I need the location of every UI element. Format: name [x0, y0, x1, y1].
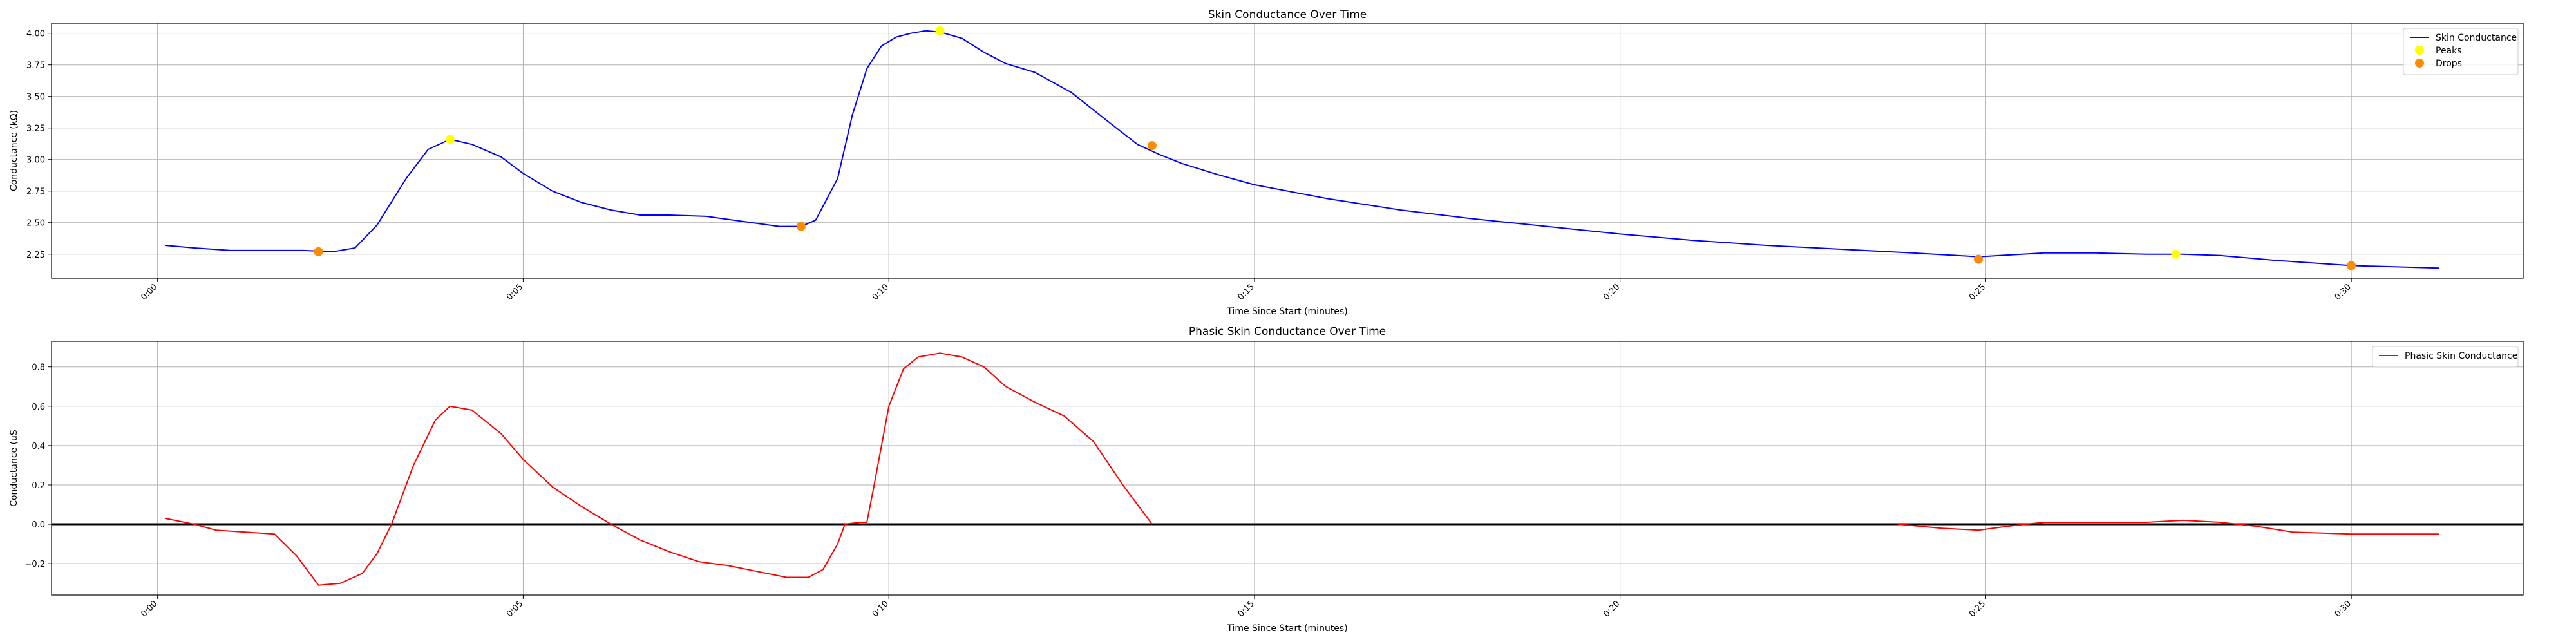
x-tick-label: 0:05	[505, 282, 525, 302]
data-point-drops	[2347, 261, 2356, 270]
y-tick-label: −0.2	[24, 560, 45, 569]
y-tick-label: 0.4	[32, 442, 45, 451]
y-tick-label: 2.75	[26, 187, 45, 197]
y-tick-label: 3.50	[26, 93, 45, 102]
x-tick-label: 0:20	[1602, 282, 1622, 302]
y-tick-label: 0.2	[32, 481, 45, 491]
y-tick-label: 3.25	[26, 124, 45, 134]
x-tick-label: 0:15	[1236, 282, 1256, 302]
legend: Skin Conductance Peaks Drops	[2403, 28, 2519, 75]
y-tick-label: 3.00	[26, 156, 45, 166]
legend-swatch-marker	[2415, 59, 2424, 68]
chart-panel-skin-conductance: 0:00 0:05 0:10 0:15 0:20 0:25 0:30 2.25 2.50 2.75…	[9, 8, 2524, 317]
x-axis-label: Time Since Start (minutes)	[1226, 623, 1347, 634]
y-axis-label: Conductance (uS	[9, 430, 19, 507]
y-tick-label: 3.75	[26, 61, 45, 71]
x-tick-label: 0:25	[1967, 282, 1987, 302]
y-tick-label: 0.6	[32, 402, 45, 412]
legend-label: Skin Conductance	[2436, 33, 2517, 43]
x-tick-label: 0:00	[139, 282, 159, 302]
y-tick-label: 2.50	[26, 219, 45, 229]
data-point-drops	[314, 247, 323, 256]
data-point-peaks	[2171, 249, 2181, 259]
y-tick-label: 2.25	[26, 251, 45, 260]
x-tick-label: 0:20	[1602, 599, 1622, 619]
series-line-skin-conductance	[164, 30, 2439, 269]
legend: Phasic Skin Conductance	[2372, 346, 2519, 368]
series-line-phasic-skin-conductance	[164, 352, 1153, 586]
chart-title: Phasic Skin Conductance Over Time	[1189, 325, 1386, 338]
data-point-peaks	[935, 26, 945, 35]
plot-frame	[51, 341, 2524, 596]
data-point-drops	[1147, 141, 1157, 151]
legend-box	[2372, 346, 2519, 368]
plot-frame	[51, 23, 2524, 279]
data-point-drops	[1974, 254, 1984, 264]
x-tick-label: 0:15	[1236, 599, 1256, 619]
x-tick-label: 0:10	[871, 599, 891, 619]
legend-label: Phasic Skin Conductance	[2405, 351, 2517, 361]
legend-label: Drops	[2436, 59, 2462, 69]
chart-title: Skin Conductance Over Time	[1208, 8, 1367, 21]
x-tick-label: 0:05	[505, 599, 525, 619]
data-point-peaks	[445, 135, 455, 144]
x-tick-label: 0:25	[1967, 599, 1987, 619]
legend-box	[2403, 28, 2519, 75]
legend-swatch-marker	[2415, 46, 2424, 55]
data-point-drops	[796, 222, 806, 231]
y-tick-label: 0.8	[32, 363, 45, 373]
x-tick-label: 0:30	[2333, 599, 2353, 619]
y-tick-label: 4.00	[26, 30, 45, 39]
y-tick-label: 0.0	[32, 520, 45, 530]
y-axis-label: Conductance (kΩ)	[9, 110, 19, 191]
chart-panel-phasic-skin-conductance: 0:00 0:05 0:10 0:15 0:20 0:25 0:30 −0.2 0.0 0.2 0.…	[9, 325, 2524, 634]
legend-label: Peaks	[2436, 46, 2462, 56]
x-tick-label: 0:30	[2333, 282, 2353, 302]
x-tick-label: 0:00	[139, 599, 159, 619]
x-tick-label: 0:10	[871, 282, 891, 302]
x-axis-label: Time Since Start (minutes)	[1226, 307, 1347, 317]
series-line-phasic-skin-conductance	[1898, 519, 2439, 535]
